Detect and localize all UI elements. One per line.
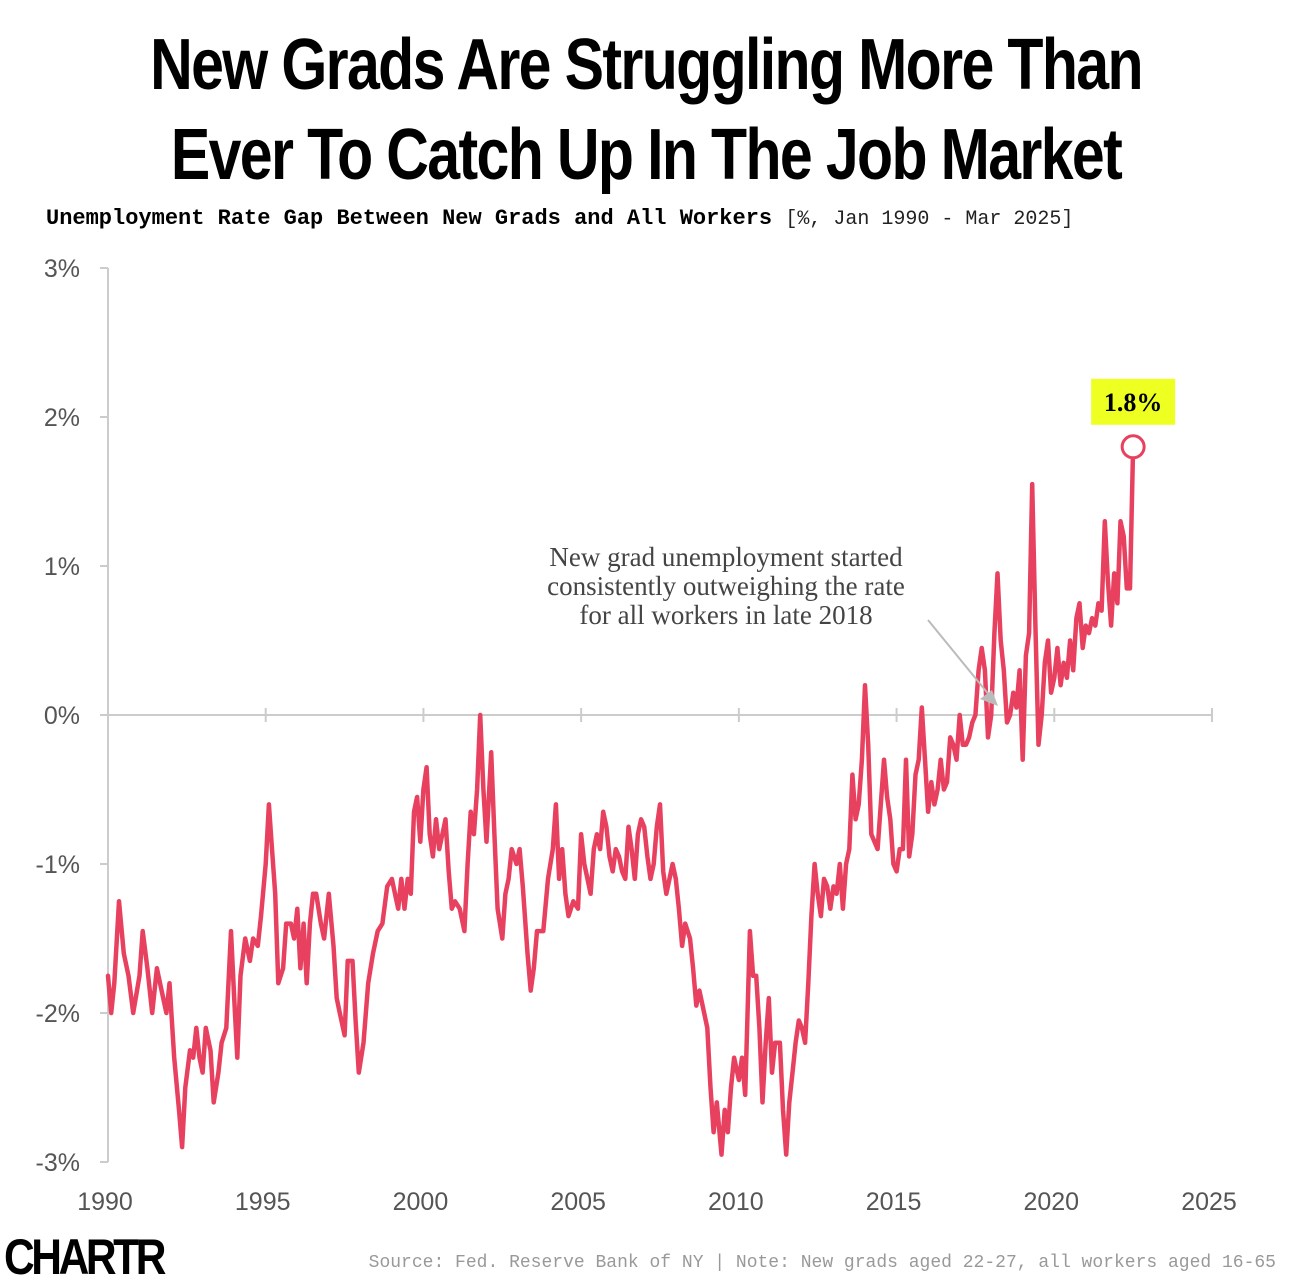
title-line-2: Ever To Catch Up In The Job Market [170,115,1123,195]
chart-title: New Grads Are Struggling More Than Ever … [116,20,1175,200]
subtitle-meta: [%, Jan 1990 - Mar 2025] [785,208,1074,231]
annotation-arrow-line [927,619,991,697]
y-tick-label: -2% [36,1000,80,1028]
y-tick-label: -3% [36,1149,80,1177]
source-note: Source: Fed. Reserve Bank of NY | Note: … [368,1253,1276,1273]
chart-subtitle: Unemployment Rate Gap Between New Grads … [46,206,1276,231]
annotation-line-2: consistently outweighing the rate [547,571,905,601]
y-tick-label: 0% [44,702,80,730]
x-tick-label: 1995 [235,1188,291,1216]
y-tick-label: -1% [36,851,80,879]
y-tick-label: 1% [44,553,80,581]
x-tick-label: 1990 [77,1188,133,1216]
x-tick-label: 2015 [866,1188,922,1216]
gap-series-line [105,444,1136,1157]
annotation-arrow-head [980,690,998,706]
y-tick-label: 3% [44,255,80,283]
x-tick-label: 2005 [550,1188,606,1216]
subtitle-main: Unemployment Rate Gap Between New Grads … [46,206,773,231]
latest-value-label: 1.8% [1104,388,1163,417]
annotation-line-3: for all workers in late 2018 [579,600,872,630]
x-tick-label: 2000 [393,1188,449,1216]
latest-value-marker [1120,434,1146,460]
latest-value-badge [1091,378,1176,425]
x-tick-label: 2025 [1181,1188,1237,1216]
title-line-1: New Grads Are Struggling More Than [150,25,1143,105]
x-tick-label: 2010 [708,1188,764,1216]
chartr-logo: CHARTR [4,1229,166,1285]
y-tick-label: 2% [44,404,80,432]
annotation-line-1: New grad unemployment started [549,542,903,572]
x-tick-label: 2020 [1023,1188,1079,1216]
